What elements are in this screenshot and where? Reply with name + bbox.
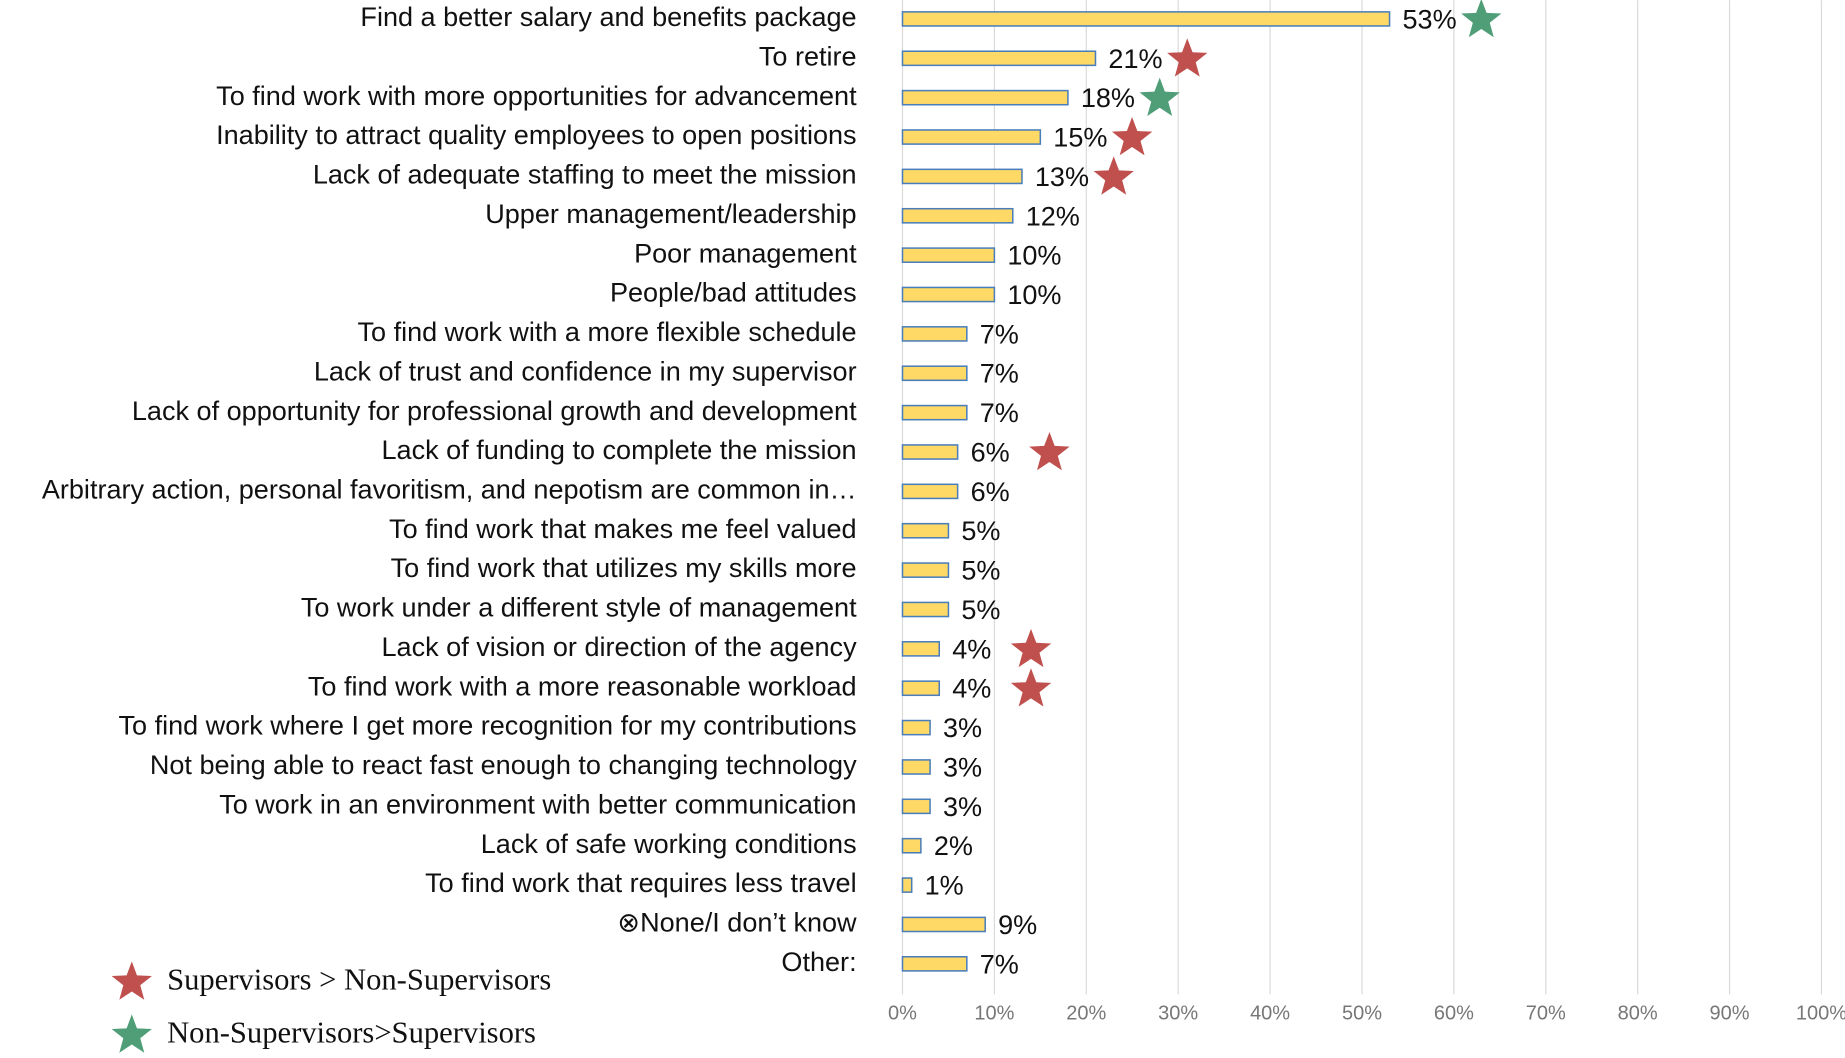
value-label: 18%: [1081, 83, 1135, 113]
bar: [901, 129, 1042, 145]
category-label: Lack of opportunity for professional gro…: [132, 396, 857, 426]
category-label: To work in an environment with better co…: [219, 789, 856, 819]
bar: [901, 719, 931, 736]
value-label: 4%: [952, 634, 991, 664]
category-label: Inability to attract quality employees t…: [216, 120, 856, 150]
category-label: To find work with a more flexible schedu…: [357, 317, 856, 347]
category-label: To work under a different style of manag…: [301, 593, 857, 623]
category-label: Lack of adequate staffing to meet the mi…: [313, 160, 857, 190]
category-label: Other:: [781, 947, 856, 977]
value-label: 53%: [1402, 4, 1456, 34]
x-tick-label: 90%: [1710, 1003, 1750, 1025]
star-marker: [1029, 432, 1070, 471]
category-label: Poor management: [634, 238, 857, 268]
category-label: To find work that requires less travel: [425, 868, 856, 898]
legend-star: [111, 961, 152, 1000]
category-label: Lack of safe working conditions: [481, 829, 857, 859]
bar: [901, 404, 968, 421]
legend-star: [111, 1014, 152, 1053]
bar: [901, 955, 968, 972]
value-label: 12%: [1026, 201, 1080, 231]
bar: [901, 680, 941, 697]
bar: [901, 50, 1097, 67]
legend-label: Non-Supervisors>Supervisors: [167, 1016, 536, 1050]
category-label: To find work where I get more recognitio…: [118, 711, 856, 741]
value-label: 2%: [934, 831, 973, 861]
x-tick-label: 70%: [1526, 1003, 1566, 1025]
bar: [901, 247, 996, 263]
category-label: Find a better salary and benefits packag…: [360, 2, 856, 32]
bar: [901, 444, 959, 460]
value-label: 7%: [980, 359, 1019, 389]
value-label: 9%: [998, 910, 1037, 940]
x-tick-label: 0%: [888, 1003, 917, 1025]
bar: [901, 89, 1069, 106]
category-label: To find work that makes me feel valued: [389, 514, 857, 544]
value-label: 6%: [971, 437, 1010, 467]
legend-label: Supervisors > Non-Supervisors: [167, 963, 551, 997]
category-label: To retire: [759, 41, 857, 71]
bar: [901, 483, 959, 500]
category-label: Upper management/leadership: [485, 199, 856, 229]
x-tick-label: 20%: [1066, 1003, 1106, 1025]
category-label: To find work with a more reasonable work…: [308, 671, 857, 701]
value-label: 13%: [1035, 162, 1089, 192]
category-label: To find work that utilizes my skills mor…: [391, 553, 857, 583]
value-label: 10%: [1007, 241, 1061, 271]
star-marker: [1093, 156, 1134, 195]
category-label: ⊗None/I don’t know: [617, 908, 857, 938]
category-label: People/bad attitudes: [610, 278, 857, 308]
value-label: 7%: [980, 319, 1019, 349]
x-tick-label: 60%: [1434, 1003, 1474, 1025]
value-label: 7%: [980, 949, 1019, 979]
value-label: 5%: [961, 556, 1000, 586]
star-marker: [1167, 38, 1208, 77]
star-marker: [1010, 628, 1052, 668]
category-label: To find work with more opportunities for…: [216, 81, 857, 111]
bar: [901, 798, 931, 815]
bar: [901, 168, 1023, 185]
value-label: 4%: [952, 674, 991, 704]
star-marker: [1139, 77, 1180, 116]
value-label: 3%: [943, 792, 982, 822]
x-tick-label: 50%: [1342, 1003, 1382, 1025]
category-label: Lack of funding to complete the mission: [382, 435, 857, 465]
value-label: 15%: [1053, 123, 1107, 153]
bar: [901, 562, 950, 578]
bar: [901, 601, 950, 618]
bar: [901, 916, 986, 933]
x-tick-label: 10%: [974, 1003, 1014, 1025]
bar: [901, 286, 996, 303]
x-tick-label: 80%: [1618, 1003, 1658, 1025]
x-tick-label: 40%: [1250, 1003, 1290, 1025]
category-label: Lack of trust and confidence in my super…: [314, 356, 857, 386]
bar: [901, 837, 922, 854]
x-tick-label: 100%: [1796, 1003, 1845, 1025]
value-label: 7%: [980, 398, 1019, 428]
value-label: 10%: [1007, 280, 1061, 310]
bar: [901, 207, 1014, 224]
bar: [901, 877, 913, 893]
bar: [901, 326, 968, 342]
category-label: Arbitrary action, personal favoritism, a…: [42, 475, 857, 505]
bar: [901, 522, 950, 539]
value-label: 5%: [961, 516, 1000, 546]
bar: [901, 759, 931, 775]
value-label: 3%: [943, 713, 982, 743]
star-marker: [1010, 668, 1052, 707]
bar: [901, 641, 941, 657]
value-label: 21%: [1108, 44, 1162, 74]
category-label: Not being able to react fast enough to c…: [150, 750, 857, 780]
value-label: 5%: [961, 595, 1000, 625]
category-label: Lack of vision or direction of the agenc…: [382, 632, 858, 662]
value-label: 3%: [943, 752, 982, 782]
bar: [901, 365, 968, 382]
star-marker: [1461, 0, 1502, 38]
star-marker: [1111, 117, 1153, 156]
bar: [901, 11, 1391, 27]
value-label: 1%: [925, 871, 964, 901]
x-tick-label: 30%: [1158, 1003, 1198, 1025]
value-label: 6%: [971, 477, 1010, 507]
